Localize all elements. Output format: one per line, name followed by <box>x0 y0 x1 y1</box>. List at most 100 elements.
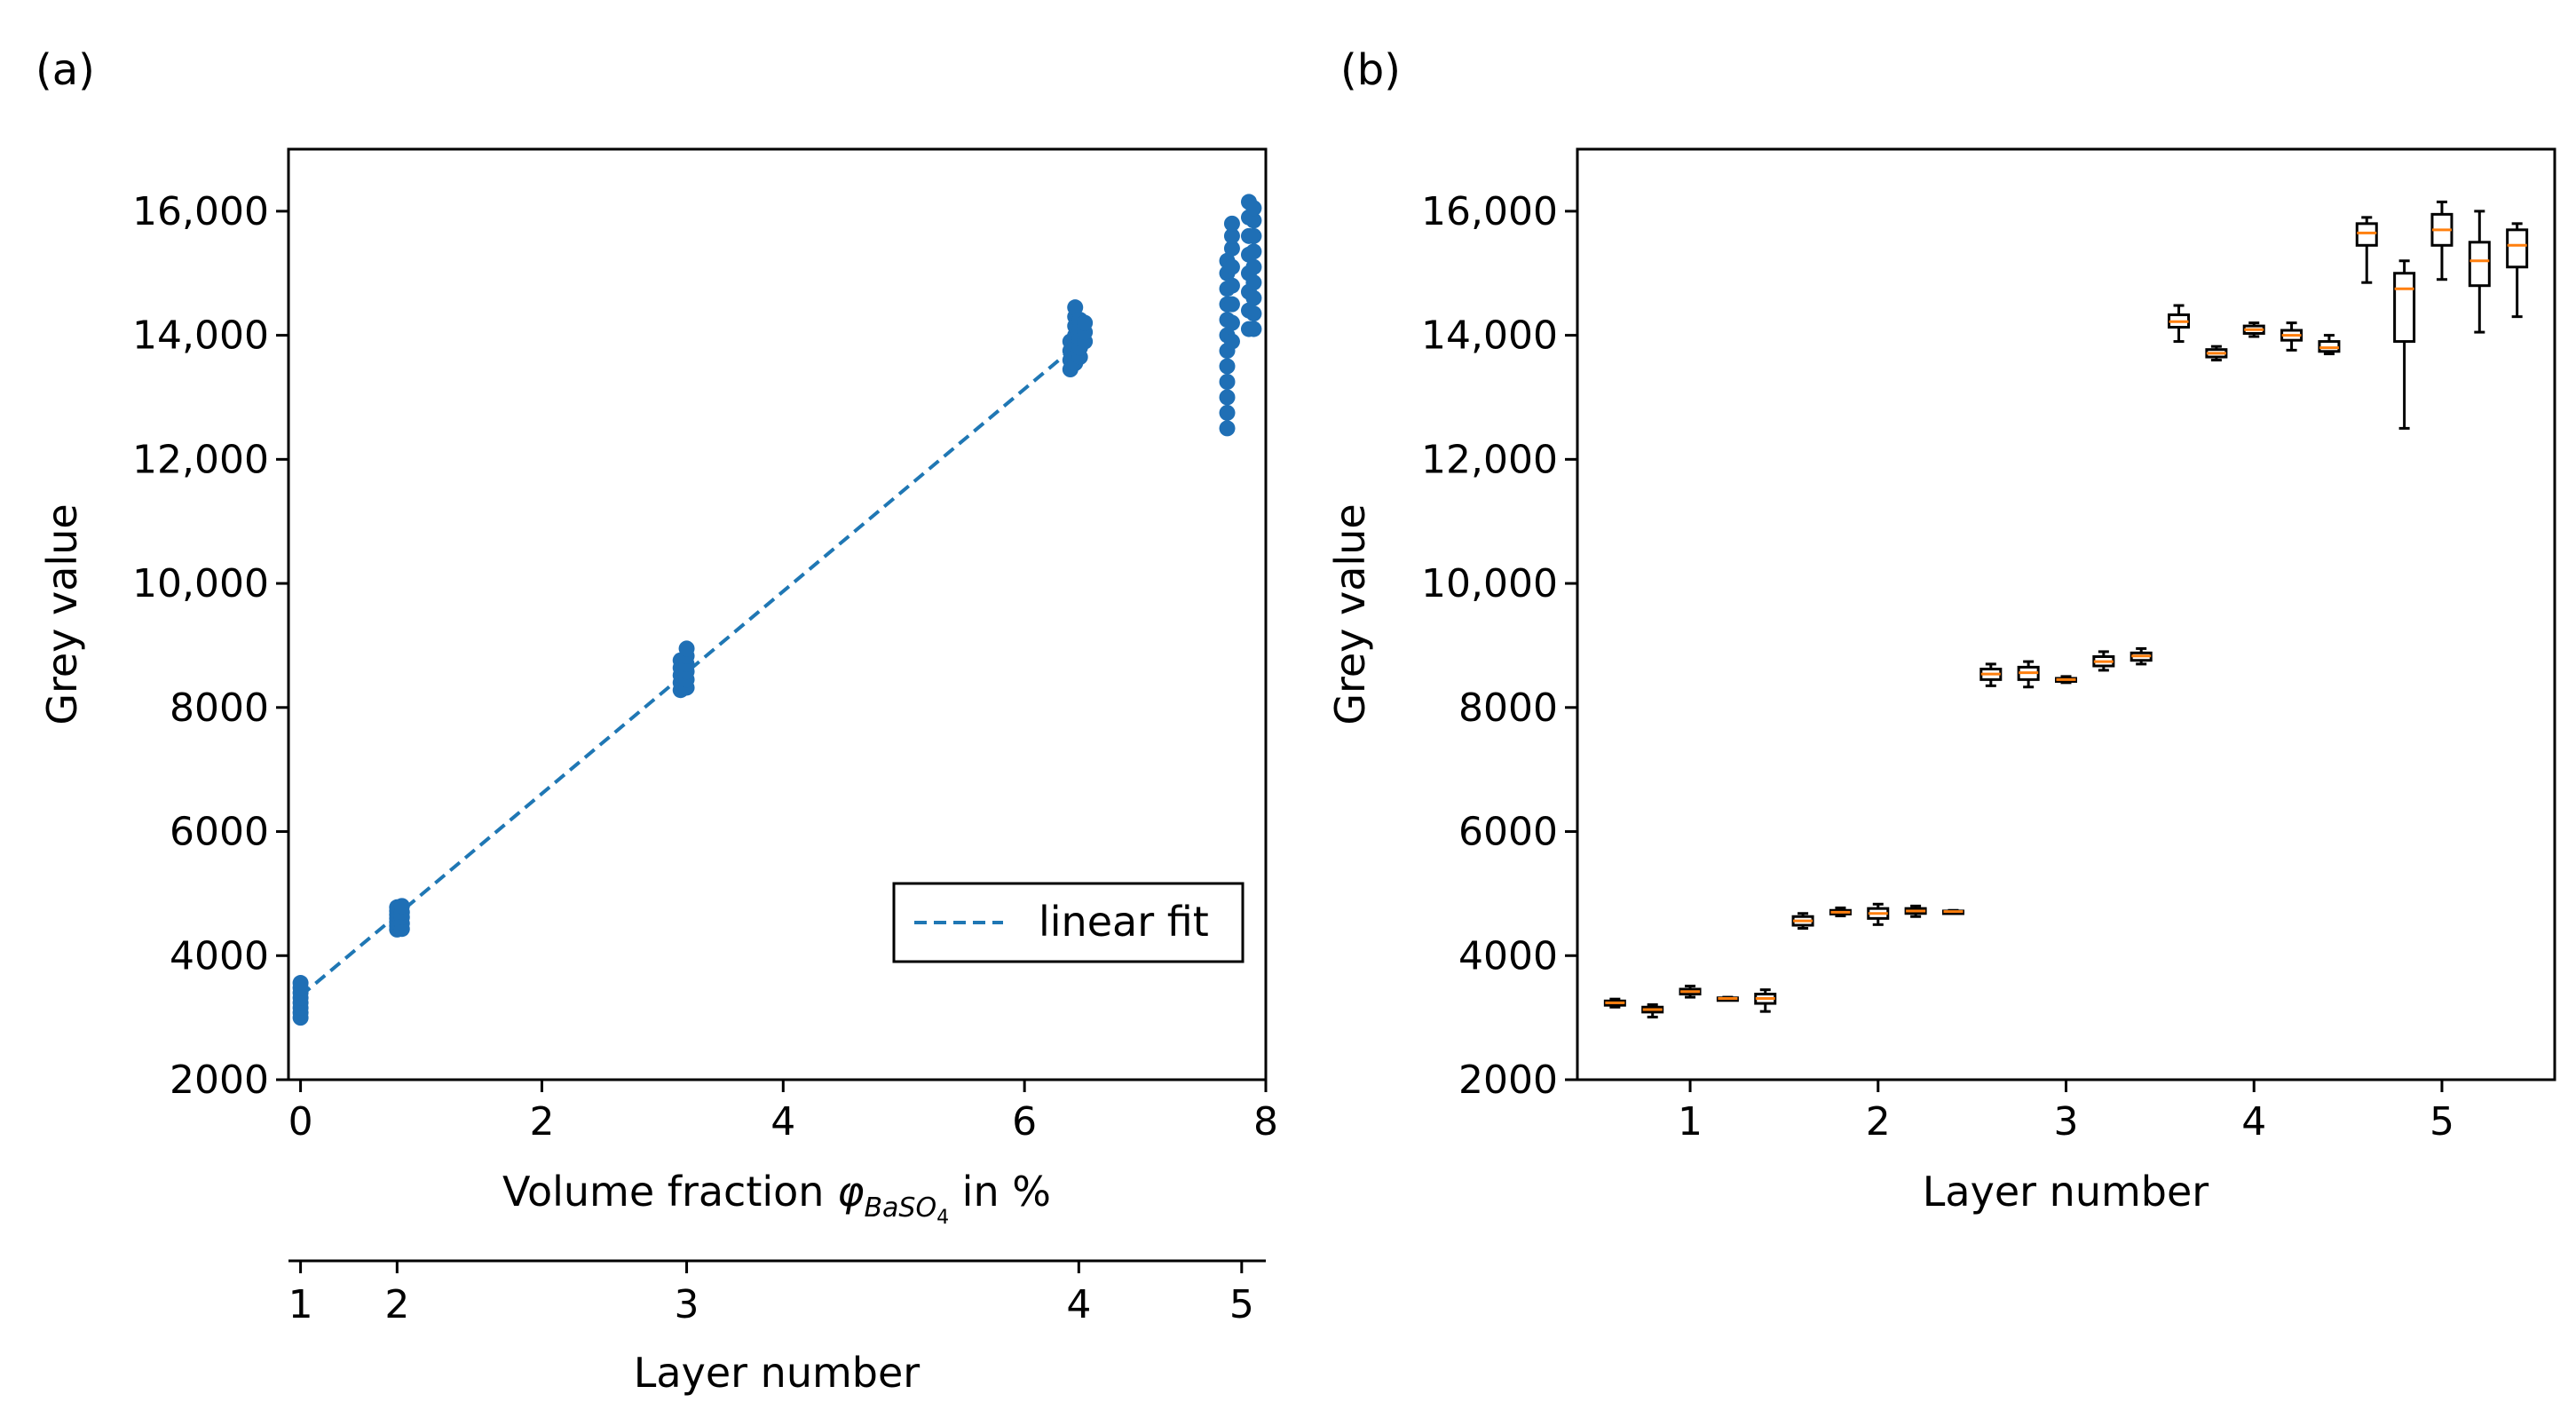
data-point <box>1219 374 1236 390</box>
box-iqr <box>2355 222 2378 247</box>
data-point <box>1219 389 1236 406</box>
data-point <box>1245 258 1262 275</box>
panel-b-ylabel: Grey value <box>1326 503 1374 725</box>
data-point <box>678 640 695 657</box>
panel-a-plot-frame <box>287 147 1268 1081</box>
panel-b-boxes <box>1603 200 2529 1018</box>
panel-b-xlabel: Layer number <box>1923 1168 2209 1216</box>
data-point <box>1245 212 1262 229</box>
ytick-label: 2000 <box>1458 1058 1558 1103</box>
data-point <box>1245 274 1262 291</box>
data-point <box>1219 404 1236 421</box>
data-point <box>1223 227 1240 244</box>
ytick-label: 6000 <box>170 810 269 855</box>
panel-b-label: (b) <box>1340 45 1401 95</box>
data-point <box>1067 299 1084 316</box>
data-point <box>1219 420 1236 437</box>
data-point <box>1245 227 1262 244</box>
box-plot <box>1603 997 1626 1009</box>
ytick-label: 8000 <box>170 685 269 731</box>
box-plot <box>2355 216 2378 284</box>
secondary-tick-label: 3 <box>675 1282 699 1327</box>
data-point <box>1223 215 1240 232</box>
data-point <box>1223 314 1240 331</box>
ytick-label: 4000 <box>170 933 269 978</box>
xtick-label: 4 <box>770 1099 795 1145</box>
xtick-label: 1 <box>1678 1099 1703 1145</box>
panel-b-xticks: 1 2 3 4 5 <box>1678 1080 2454 1145</box>
ytick-label: 14,000 <box>1421 313 1558 359</box>
ytick-label: 6000 <box>1458 810 1558 855</box>
box-plot <box>1829 906 1852 918</box>
xtick-label: 2 <box>529 1099 554 1145</box>
data-point <box>1245 289 1262 306</box>
box-plot <box>1641 1002 1664 1018</box>
panel-a-yticks: 2000 4000 6000 8000 10,000 12,000 14,000 16,000 <box>132 189 288 1103</box>
data-point <box>292 975 309 992</box>
box-plot <box>2055 675 2077 685</box>
box-plot <box>1941 908 1964 915</box>
data-point <box>1223 240 1240 257</box>
ytick-label: 16,000 <box>1421 189 1558 234</box>
box-plot <box>2318 334 2341 356</box>
ytick-label: 10,000 <box>1421 561 1558 606</box>
box-plot <box>2506 222 2529 319</box>
secondary-tick-label: 1 <box>288 1282 313 1327</box>
secondary-tick-label: 4 <box>1066 1282 1091 1327</box>
box-plot <box>1754 988 1777 1013</box>
data-point <box>1223 296 1240 313</box>
box-plot <box>2017 660 2040 689</box>
panel-a-secondary-ticks: 1 2 3 4 5 <box>288 1261 1254 1327</box>
data-point <box>1245 243 1262 260</box>
data-point <box>1223 277 1240 294</box>
data-point <box>393 898 410 915</box>
box-plot <box>2242 321 2265 338</box>
ytick-label: 8000 <box>1458 685 1558 731</box>
ytick-label: 4000 <box>1458 933 1558 978</box>
panel-a-xlabel: Volume fraction φBaSO4 in % <box>502 1168 1051 1229</box>
box-iqr <box>2393 272 2416 344</box>
box-plot <box>1679 985 1702 999</box>
panel-b-plot-frame <box>1576 147 2556 1081</box>
panel-a-ylabel: Grey value <box>38 503 86 725</box>
ytick-label: 12,000 <box>132 437 269 482</box>
secondary-tick-label: 5 <box>1229 1282 1254 1327</box>
data-point <box>1245 305 1262 322</box>
box-plot <box>1979 662 2003 687</box>
panel-a-points <box>292 194 1262 1026</box>
box-plot <box>2168 304 2191 344</box>
ytick-label: 16,000 <box>132 189 269 234</box>
ytick-label: 2000 <box>170 1058 269 1103</box>
box-iqr <box>2506 228 2529 269</box>
xtick-label: 3 <box>2054 1099 2079 1145</box>
data-point <box>1077 314 1094 331</box>
box-plot <box>2130 646 2153 666</box>
data-point <box>1245 321 1262 337</box>
box-iqr <box>2468 241 2491 288</box>
box-plot <box>2468 210 2491 334</box>
ytick-label: 14,000 <box>132 313 269 359</box>
legend-box <box>892 882 1245 963</box>
ytick-label: 10,000 <box>132 561 269 606</box>
data-point <box>1219 358 1236 375</box>
panel-a-secondary-label: Layer number <box>634 1349 920 1397</box>
box-plot <box>2205 345 2228 362</box>
xtick-label: 4 <box>2241 1099 2266 1145</box>
panel-a-label: (a) <box>36 45 95 95</box>
box-plot <box>1904 904 1927 918</box>
panel-a-xticks: 0 2 4 6 8 <box>288 1080 1278 1145</box>
box-plot <box>1716 995 1739 1002</box>
box-plot <box>1867 902 1890 926</box>
box-plot <box>2280 321 2303 352</box>
box-plot <box>1791 912 1814 931</box>
xtick-label: 0 <box>288 1099 313 1145</box>
panel-a-legend: linear fit <box>892 882 1245 963</box>
panel-b-yticks: 2000 4000 6000 8000 10,000 12,000 14,000 16,000 <box>1421 189 1577 1103</box>
box-plot <box>2430 200 2454 281</box>
ytick-label: 12,000 <box>1421 437 1558 482</box>
legend-label: linear fit <box>1039 898 1209 946</box>
xtick-label: 8 <box>1253 1099 1278 1145</box>
xtick-label: 2 <box>1866 1099 1891 1145</box>
data-point <box>1223 333 1240 350</box>
